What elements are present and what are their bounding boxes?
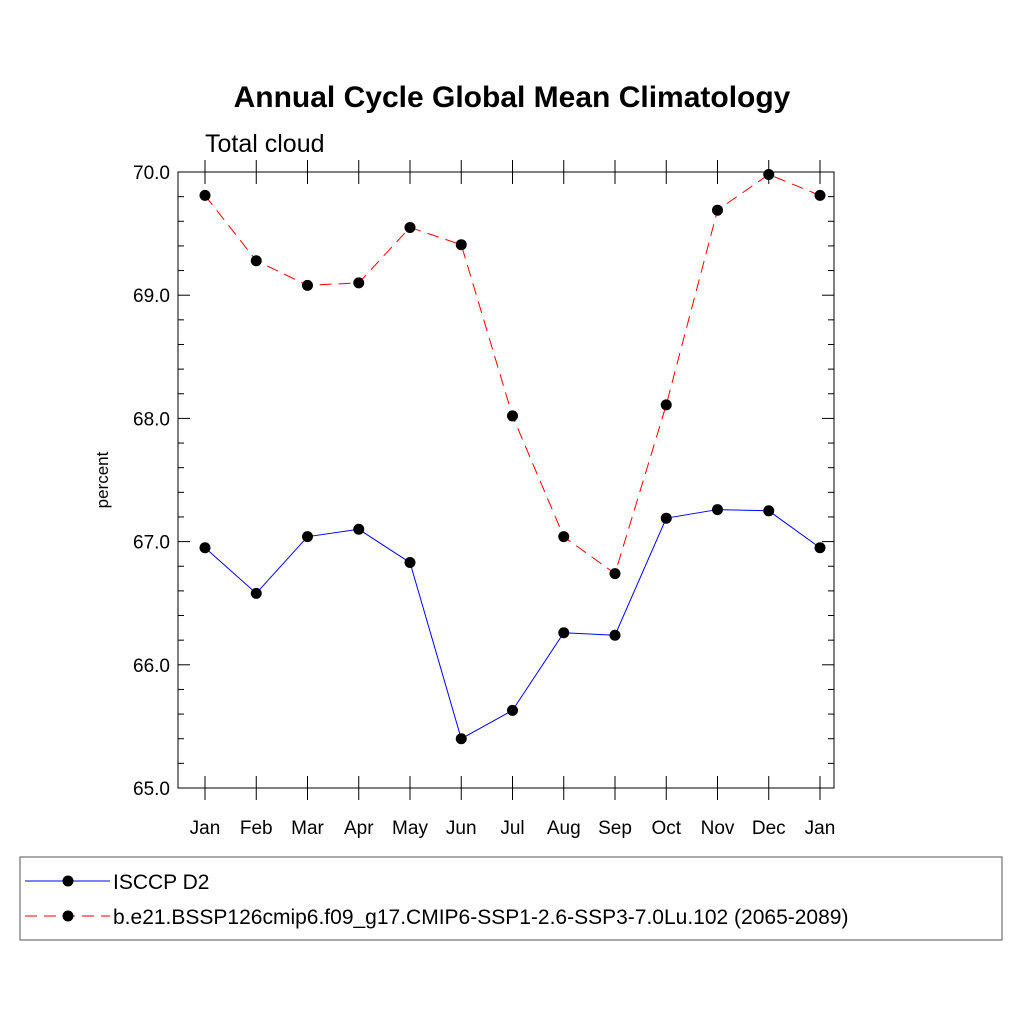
legend-marker-0 xyxy=(62,875,74,887)
y-tick-label: 69.0 xyxy=(133,286,170,307)
series-lines xyxy=(204,173,821,740)
data-point-series-0 xyxy=(404,557,416,569)
x-tick-label: Aug xyxy=(547,818,581,839)
data-point-series-0 xyxy=(353,523,365,535)
data-point-series-0 xyxy=(712,504,723,516)
data-point-series-1 xyxy=(353,277,365,289)
chart-title: Annual Cycle Global Mean Climatology xyxy=(234,81,791,114)
data-point-series-1 xyxy=(712,204,723,216)
x-tick-label: Jan xyxy=(190,818,221,839)
y-tick-label: 66.0 xyxy=(133,656,170,677)
x-tick-label: Jun xyxy=(446,818,477,839)
x-tick-label: Mar xyxy=(291,818,324,839)
data-point-series-1 xyxy=(302,279,313,291)
series-markers xyxy=(199,168,826,745)
plot-frame xyxy=(177,171,835,789)
y-tick-label: 67.0 xyxy=(133,533,170,554)
x-tick-label: Jul xyxy=(500,818,524,839)
series-line-1 xyxy=(204,173,821,575)
data-point-series-1 xyxy=(507,410,518,422)
data-point-series-0 xyxy=(455,733,467,745)
chart-subtitle: Total cloud xyxy=(205,130,325,158)
x-tick-labels: Jan Feb Mar Apr May Jun Jul Aug Sep Oct Nov Dec Jan xyxy=(190,818,836,839)
data-point-series-0 xyxy=(609,629,621,641)
x-tick-label: Feb xyxy=(240,818,273,839)
data-point-series-0 xyxy=(660,512,672,524)
legend-marker-1 xyxy=(62,910,74,922)
axis-ticks xyxy=(178,160,834,800)
data-point-series-1 xyxy=(558,531,570,543)
series-line-0 xyxy=(204,509,821,740)
data-point-series-1 xyxy=(763,168,775,180)
data-point-series-0 xyxy=(558,627,570,639)
data-point-series-1 xyxy=(455,239,467,251)
legend-box xyxy=(19,856,1003,941)
x-tick-label: Jan xyxy=(805,818,836,839)
y-tick-labels: 65.0 66.0 67.0 68.0 69.0 70.0 xyxy=(133,163,170,800)
data-point-series-0 xyxy=(763,505,775,517)
data-point-series-1 xyxy=(609,568,621,580)
x-tick-label: Sep xyxy=(598,818,632,839)
x-tick-label: Dec xyxy=(752,818,786,839)
x-tick-label: Nov xyxy=(701,818,735,839)
data-point-series-1 xyxy=(199,189,211,201)
data-point-series-0 xyxy=(814,542,826,554)
data-point-series-0 xyxy=(199,542,211,554)
y-axis-label: percent xyxy=(93,451,112,508)
y-tick-label: 65.0 xyxy=(133,779,170,800)
data-point-series-0 xyxy=(507,704,518,716)
data-point-series-1 xyxy=(814,189,826,201)
y-tick-label: 68.0 xyxy=(133,409,170,430)
data-point-series-0 xyxy=(250,587,262,599)
x-tick-label: Apr xyxy=(344,818,374,839)
y-tick-label: 70.0 xyxy=(133,163,170,184)
x-tick-label: May xyxy=(392,818,428,839)
legend-label-0: ISCCP D2 xyxy=(113,871,209,894)
data-point-series-1 xyxy=(660,399,672,411)
legend-label-1: b.e21.BSSP126cmip6.f09_g17.CMIP6-SSP1-2.… xyxy=(113,906,848,929)
data-point-series-1 xyxy=(404,221,416,233)
legend: ISCCP D2 b.e21.BSSP126cmip6.f09_g17.CMIP6… xyxy=(25,871,848,929)
data-point-series-0 xyxy=(302,531,313,543)
data-point-series-1 xyxy=(250,255,262,267)
x-tick-label: Oct xyxy=(651,818,681,839)
